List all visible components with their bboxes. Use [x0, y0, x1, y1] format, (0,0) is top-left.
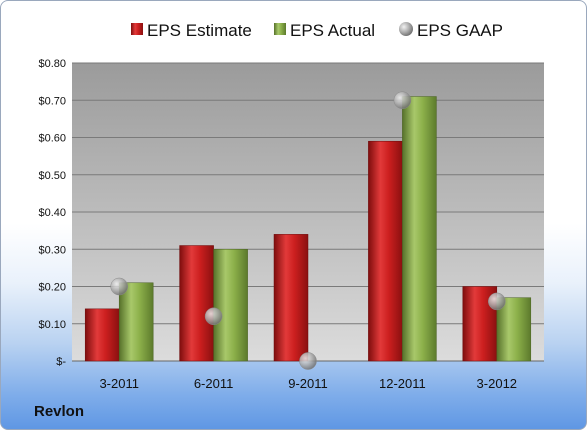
y-tick-label: $0.80: [38, 58, 66, 70]
bar-eps-actual: [402, 96, 437, 362]
marker-eps-gaap: [299, 352, 317, 370]
y-tick-label: $0.70: [38, 95, 66, 107]
legend-item-eps-actual: EPS Actual: [274, 21, 375, 40]
y-tick-label: $0.30: [38, 244, 66, 256]
legend-label-eps-gaap: EPS GAAP: [417, 21, 503, 40]
legend-item-eps-gaap: EPS GAAP: [399, 21, 503, 40]
x-tick-label: 3-2012: [477, 376, 517, 391]
legend-marker-eps-gaap: [399, 22, 413, 36]
bar-eps-actual: [496, 297, 532, 362]
legend-item-eps-estimate: EPS Estimate: [131, 21, 252, 40]
x-tick-label: 6-2011: [194, 376, 234, 391]
x-tick-label: 12-2011: [379, 376, 426, 391]
company-name: Revlon: [34, 403, 85, 420]
marker-eps-gaap: [488, 292, 506, 311]
bar-eps-actual: [118, 282, 154, 362]
plot-area: $- $0.10 $0.20 $0.30 $0.40 $0.50 $0.60 $0.70 $0.…: [38, 58, 544, 391]
y-tick-label: $0.60: [38, 133, 66, 145]
marker-eps-gaap: [393, 91, 412, 109]
bar-eps-estimate: [179, 245, 214, 362]
bar-eps-actual: [213, 249, 248, 362]
y-tick-label: $0.40: [38, 207, 66, 219]
y-tick-label: $0.50: [38, 170, 66, 182]
x-tick-label: 3-2011: [99, 376, 139, 391]
x-tick-label: 9-2011: [288, 376, 328, 391]
y-tick-label: $0.20: [38, 282, 66, 294]
bar-eps-estimate: [273, 234, 309, 362]
legend-swatch-eps-estimate: [131, 23, 143, 35]
y-tick-label: $-: [56, 356, 66, 368]
y-tick-label: $0.10: [38, 319, 66, 331]
bar-eps-estimate: [84, 308, 120, 362]
legend-swatch-eps-actual: [274, 23, 286, 35]
marker-eps-gaap: [110, 277, 128, 296]
bar-eps-estimate: [368, 140, 403, 362]
legend-label-eps-estimate: EPS Estimate: [147, 21, 252, 40]
legend-label-eps-actual: EPS Actual: [290, 21, 375, 40]
marker-eps-gaap: [204, 307, 223, 326]
legend: EPS Estimate EPS Actual EPS GAAP: [131, 21, 503, 40]
